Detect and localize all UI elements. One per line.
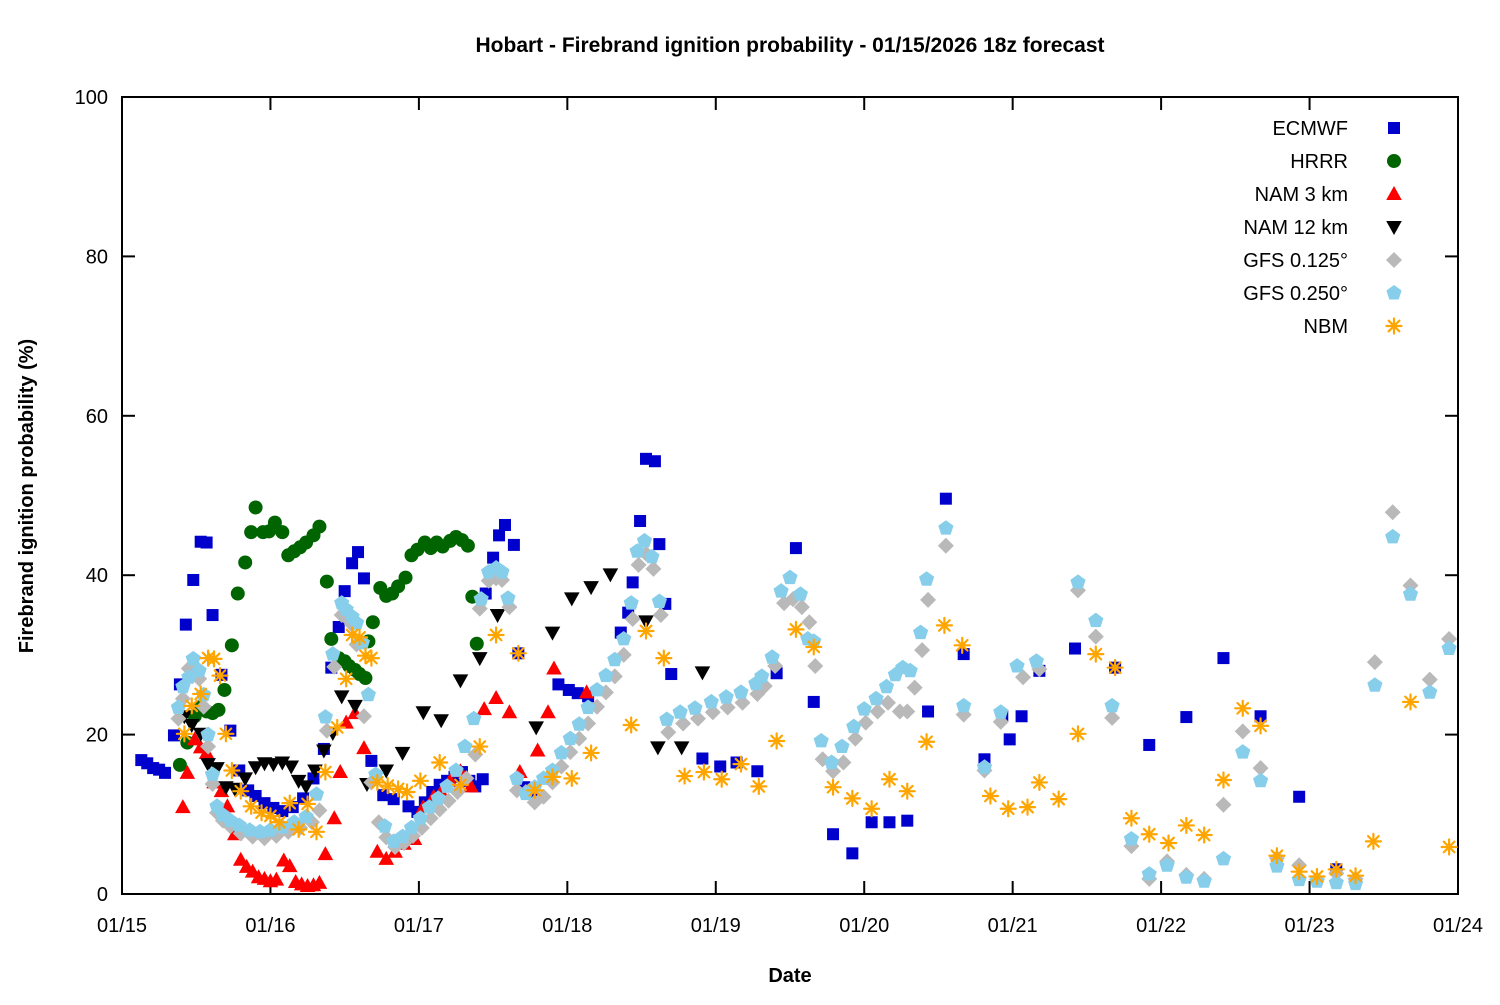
y-tick-label: 80 <box>86 246 108 268</box>
y-tick-label: 0 <box>97 884 108 906</box>
legend-item-ecmwf: ECMWF <box>1272 118 1400 140</box>
x-tick-label: 01/18 <box>542 915 592 937</box>
y-tick-label: 100 <box>75 87 108 109</box>
x-tick-label: 01/19 <box>691 915 741 937</box>
legend-item-nam-3-km: NAM 3 km <box>1255 184 1402 206</box>
legend-label: HRRR <box>1290 151 1348 173</box>
legend: ECMWF HRRR NAM 3 km NAM 12 km GFS 0.125° GFS … <box>1243 118 1403 338</box>
y-tick-label: 20 <box>86 725 108 747</box>
legend-item-nam-12-km: NAM 12 km <box>1244 217 1402 239</box>
legend-label: NBM <box>1304 316 1348 338</box>
legend-label: NAM 3 km <box>1255 184 1348 206</box>
legend-marker-circle-icon <box>1387 154 1401 168</box>
legend-marker-pentagon-icon <box>1386 285 1402 300</box>
legend-label: GFS 0.250° <box>1243 283 1348 305</box>
x-tick-label: 01/15 <box>97 915 147 937</box>
legend-marker-square-icon <box>1388 122 1400 134</box>
legend-item-hrrr: HRRR <box>1290 151 1401 173</box>
legend-item-gfs-0-250-: GFS 0.250° <box>1243 283 1402 305</box>
y-tick-label: 40 <box>86 565 108 587</box>
legend-item-nbm: NBM <box>1304 316 1403 338</box>
y-axis-label: Firebrand ignition probability (%) <box>16 339 38 653</box>
legend-marker-triangle-down-icon <box>1386 221 1402 235</box>
legend-label: ECMWF <box>1272 118 1348 140</box>
legend-label: GFS 0.125° <box>1243 250 1348 272</box>
x-tick-label: 01/20 <box>839 915 889 937</box>
legend-marker-diamond-icon <box>1386 252 1402 268</box>
data-points-layer <box>135 452 1458 893</box>
x-tick-label: 01/22 <box>1136 915 1186 937</box>
legend-item-gfs-0-125-: GFS 0.125° <box>1243 250 1402 272</box>
x-tick-label: 01/24 <box>1433 915 1483 937</box>
y-tick-label: 60 <box>86 406 108 428</box>
x-axis-label: Date <box>768 965 811 987</box>
series-nbm-points <box>175 616 1458 886</box>
legend-label: NAM 12 km <box>1244 217 1348 239</box>
plot-frame: 01/15 01/16 01/17 01/18 01/19 01/20 01/21 01/22… <box>75 87 1483 937</box>
legend-marker-triangle-up-icon <box>1386 186 1402 200</box>
x-tick-label: 01/23 <box>1285 915 1335 937</box>
plot-border <box>121 96 1459 895</box>
chart-title: Hobart - Firebrand ignition probability … <box>476 34 1105 57</box>
x-tick-label: 01/21 <box>988 915 1038 937</box>
legend-marker-asterisk-icon <box>1385 317 1403 335</box>
x-tick-label: 01/17 <box>394 915 444 937</box>
series-gfs-0-250--points <box>170 520 1457 891</box>
x-tick-label: 01/16 <box>245 915 295 937</box>
